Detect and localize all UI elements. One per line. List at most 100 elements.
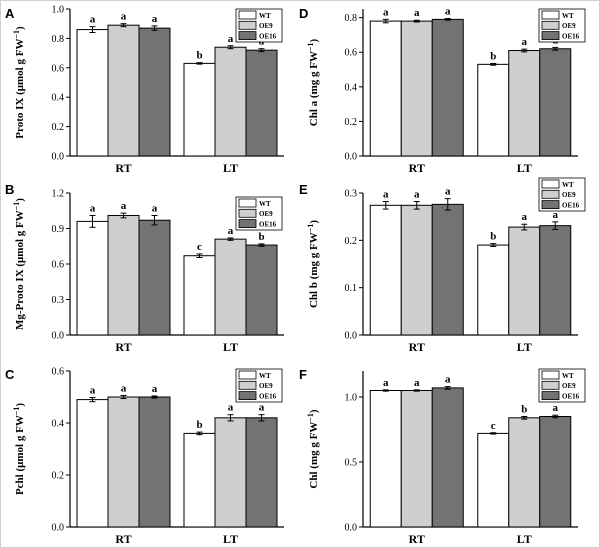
panel-d: D 0.0 0.2 0.4 0.6 0.8 Chl a (mg g FW−1) a a a RT b a…: [299, 6, 586, 175]
bar-oe16: [539, 225, 572, 336]
y-axis-label: Mg-Proto IX (μmol g FW−1): [12, 198, 26, 330]
significance-letter: a: [121, 382, 127, 394]
legend: WT OE9 OE16: [235, 368, 283, 403]
legend: WT OE9 OE16: [538, 177, 586, 212]
legend: WT OE9 OE16: [538, 8, 586, 43]
bar-oe9: [214, 46, 247, 157]
y-tick-label: 0.6: [52, 367, 65, 378]
y-tick-label: 0.0: [52, 152, 65, 163]
significance-letter: c: [197, 241, 202, 253]
y-tick-label: 0.0: [345, 523, 358, 534]
significance-letter: a: [553, 209, 559, 221]
bar-wt: [477, 63, 510, 157]
legend-label: OE9: [259, 382, 273, 390]
y-tick-label: 0.9: [52, 224, 65, 235]
x-tick-label: RT: [409, 532, 425, 546]
legend-swatch-oe16: [238, 31, 257, 41]
y-tick-label: 0.6: [345, 48, 358, 59]
panel-letter: D: [299, 6, 308, 21]
significance-letter: b: [490, 50, 496, 62]
panel-c: C 0.0 0.2 0.4 0.6 Pchl (μmol g FW−1) a a a RT b a a L…: [5, 367, 284, 546]
y-tick-label: 0.8: [52, 34, 65, 45]
legend-swatch-oe16: [238, 391, 257, 401]
y-tick-label: 0.2: [52, 122, 65, 133]
legend: WT OE9 OE16: [235, 8, 283, 43]
significance-letter: a: [445, 374, 451, 386]
legend-label: WT: [259, 372, 271, 380]
bar-oe9: [107, 214, 140, 336]
y-tick-label: 1.0: [52, 5, 65, 16]
legend-swatch-wt: [541, 179, 560, 189]
bar-oe9: [214, 238, 247, 336]
y-tick-label: 0.1: [345, 283, 358, 294]
legend-label: OE16: [562, 32, 580, 40]
y-tick-label: 0.0: [345, 152, 358, 163]
panel-a: A 0.0 0.2 0.4 0.6 0.8 1.0 Proto IX (μmol g FW−1…: [5, 5, 284, 175]
panel-b: B 0.0 0.3 0.6 0.9 1.2 Mg-Proto IX (μmol g FW−1…: [5, 182, 284, 354]
legend-swatch-oe9: [541, 189, 560, 199]
bar-oe16: [431, 18, 464, 157]
x-tick-label: LT: [517, 161, 532, 175]
legend-label: WT: [259, 12, 271, 20]
x-tick-label: RT: [409, 161, 425, 175]
bar-oe9: [400, 204, 433, 336]
significance-letter: c: [491, 420, 496, 432]
bar-wt: [369, 204, 402, 336]
bar-oe16: [245, 49, 278, 157]
legend-swatch-wt: [541, 10, 560, 20]
legend-label: OE9: [259, 22, 273, 30]
bar-wt: [76, 29, 109, 157]
y-tick-label: 0.0: [52, 523, 65, 534]
legend-swatch-wt: [541, 370, 560, 380]
significance-letter: b: [258, 231, 264, 243]
bar-wt: [76, 399, 109, 528]
x-tick-label: LT: [223, 161, 238, 175]
y-axis-label: Chl (mg g FW−1): [306, 409, 320, 488]
y-tick-label: 0.4: [345, 82, 358, 93]
bar-wt: [183, 62, 216, 157]
significance-letter: a: [228, 33, 234, 45]
panel-letter: C: [5, 367, 15, 382]
legend-swatch-oe16: [238, 219, 257, 229]
legend-swatch-wt: [238, 370, 257, 380]
y-tick-label: 0.6: [52, 63, 65, 74]
bar-oe16: [245, 417, 278, 528]
y-tick-label: 1.0: [345, 393, 358, 404]
bar-oe9: [508, 50, 541, 157]
x-tick-label: LT: [223, 340, 238, 354]
significance-letter: a: [152, 383, 158, 395]
significance-letter: a: [90, 202, 96, 214]
legend-label: WT: [562, 372, 574, 380]
legend-label: OE16: [259, 32, 277, 40]
bar-oe16: [138, 27, 171, 157]
significance-letter: a: [414, 189, 420, 201]
legend-swatch-wt: [238, 10, 257, 20]
significance-letter: a: [553, 402, 559, 414]
bar-wt: [477, 432, 510, 528]
legend-label: WT: [562, 12, 574, 20]
legend-swatch-oe9: [238, 208, 257, 218]
significance-letter: b: [196, 50, 202, 62]
x-tick-label: LT: [517, 340, 532, 354]
y-axis-label: Proto IX (μmol g FW−1): [12, 26, 26, 139]
significance-letter: a: [383, 189, 389, 201]
significance-letter: a: [445, 186, 451, 198]
bar-oe9: [400, 390, 433, 528]
bar-oe9: [107, 396, 140, 528]
legend-swatch-oe9: [541, 20, 560, 30]
panel-f: F 0.0 0.5 1.0 Chl (mg g FW−1) a a a RT c b a LT WT OE9…: [299, 367, 586, 546]
significance-letter: a: [383, 377, 389, 389]
y-tick-label: 0.5: [345, 458, 358, 469]
legend: WT OE9 OE16: [235, 196, 283, 231]
significance-letter: a: [259, 402, 265, 414]
y-tick-label: 0.3: [52, 295, 65, 306]
y-tick-label: 0.4: [52, 93, 65, 104]
y-axis-label: Chl b (mg g FW−1): [306, 220, 320, 308]
y-tick-label: 0.4: [52, 419, 65, 430]
x-tick-label: LT: [223, 532, 238, 546]
bar-wt: [183, 255, 216, 336]
y-tick-label: 0.2: [345, 236, 358, 247]
bar-oe16: [539, 416, 572, 528]
significance-letter: a: [522, 36, 528, 48]
